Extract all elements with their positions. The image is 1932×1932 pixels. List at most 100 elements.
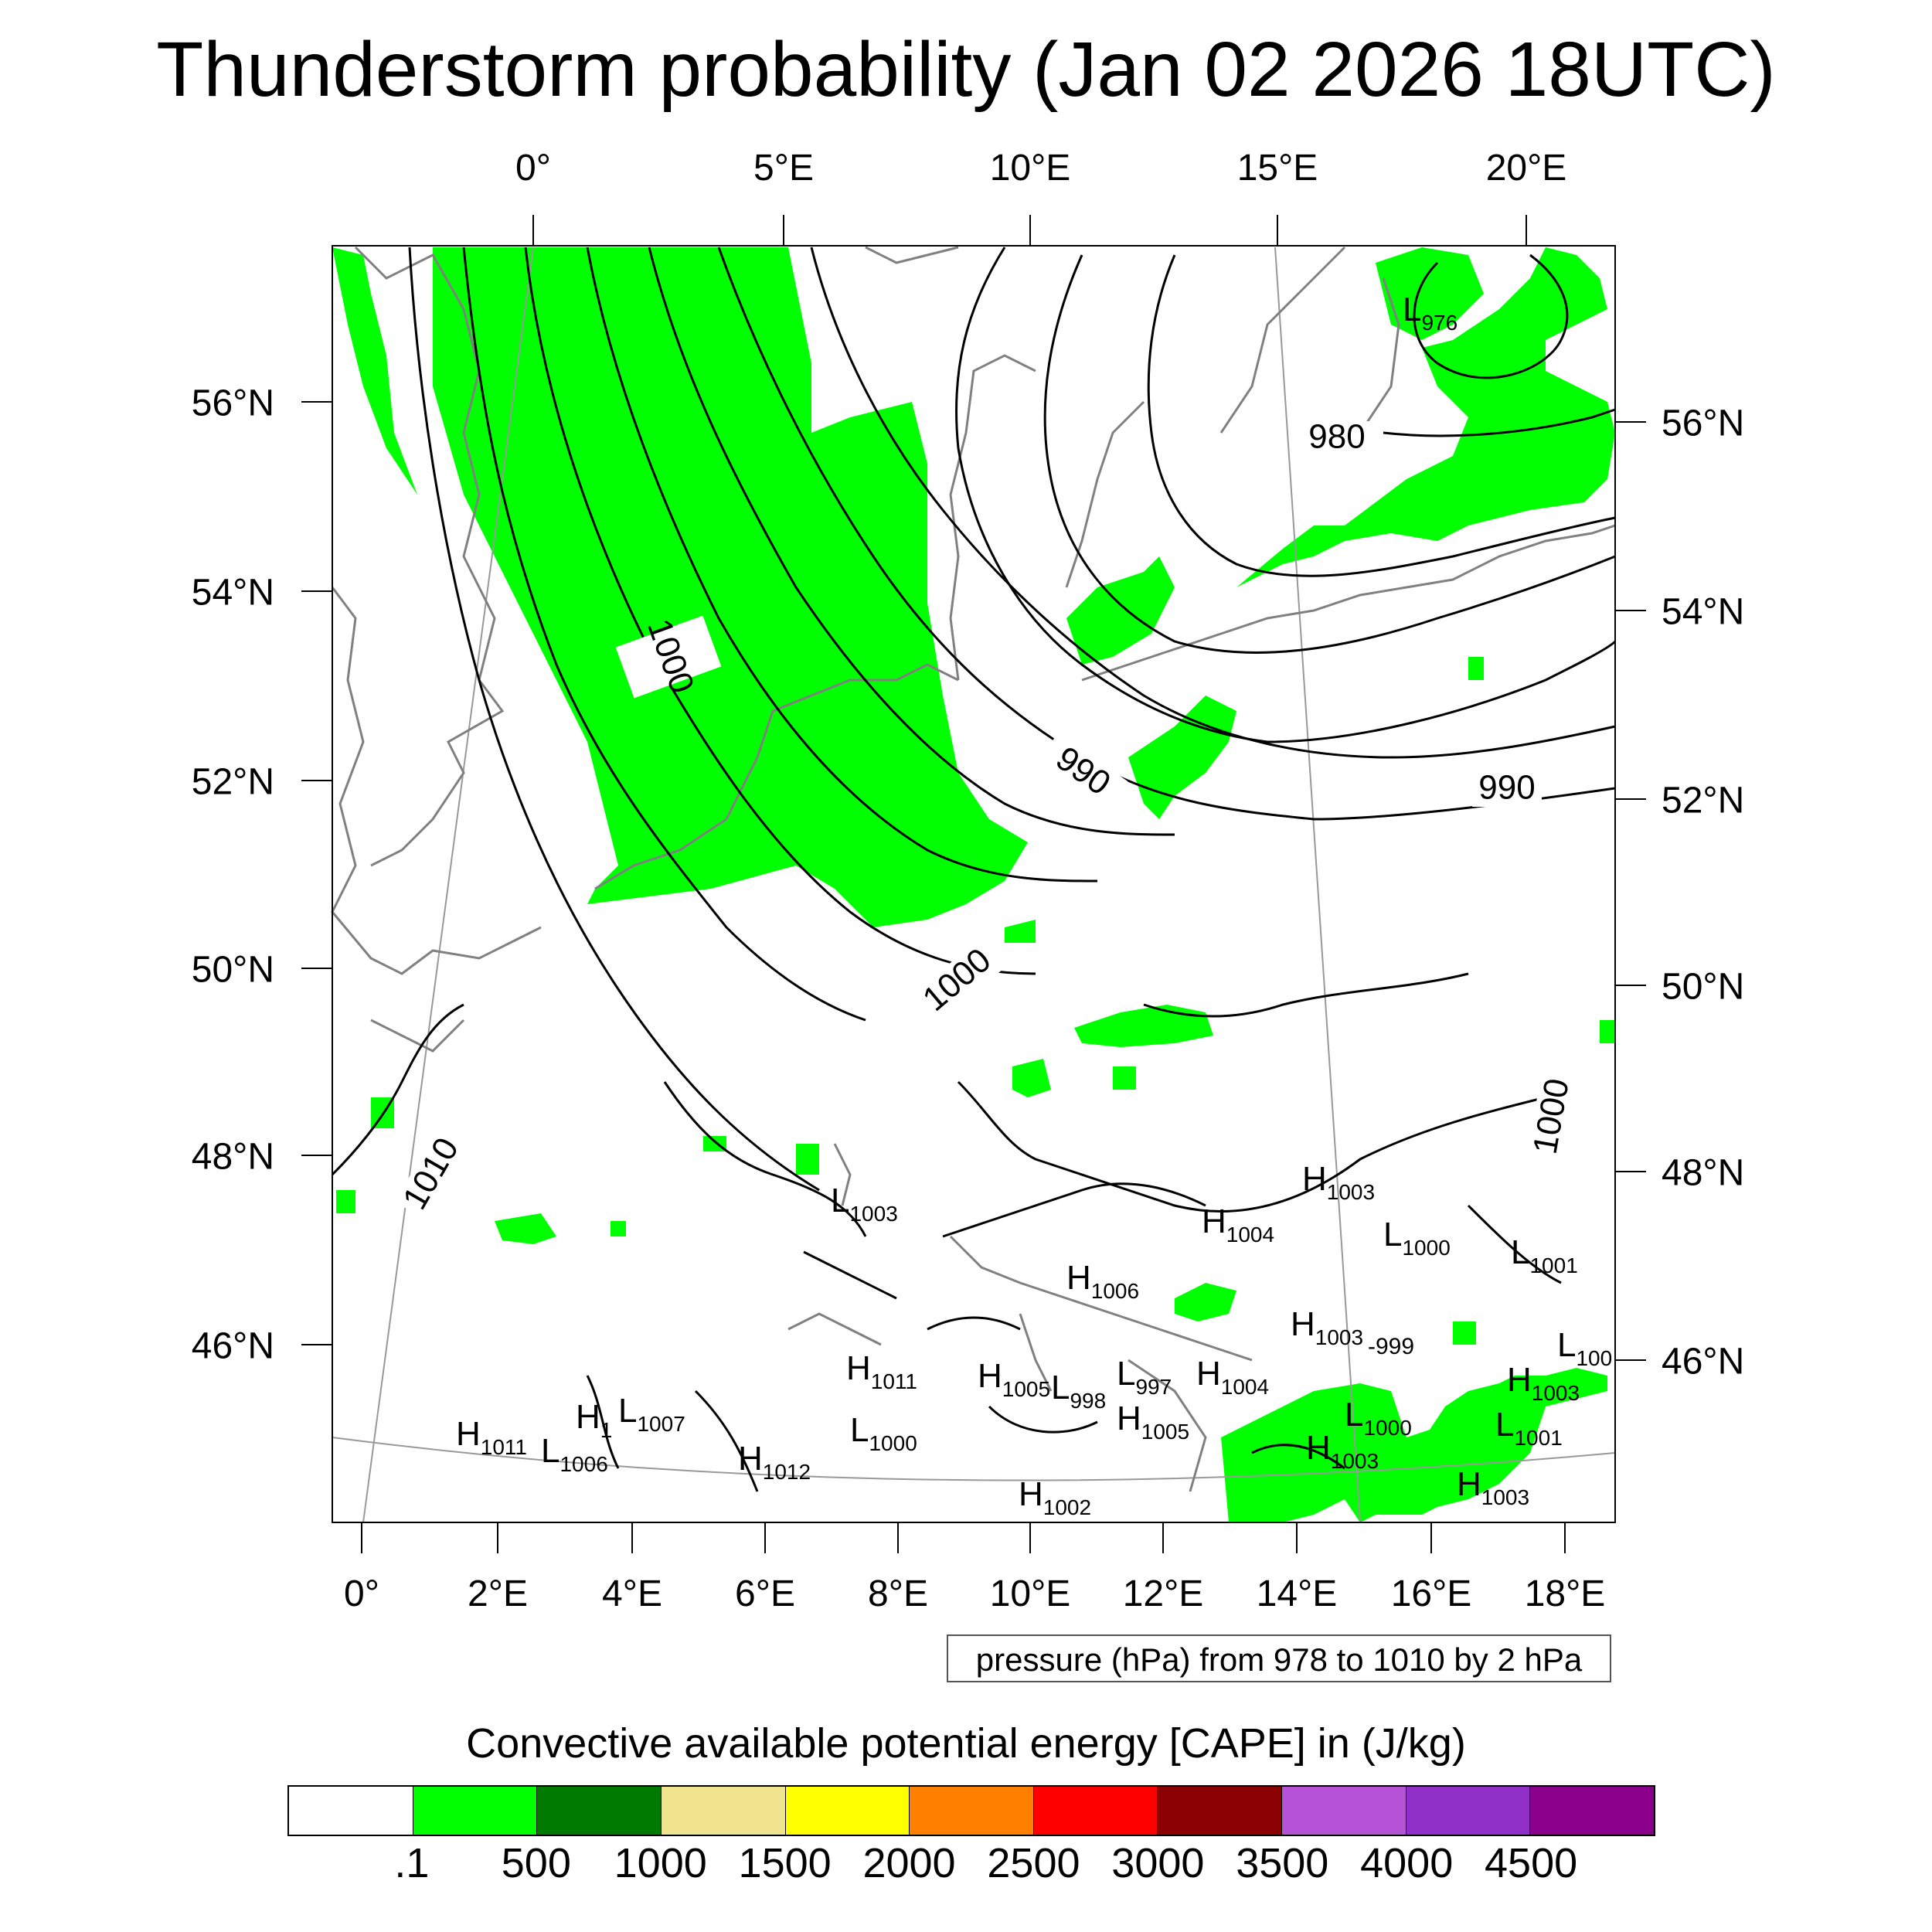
bottom-lon-label: 14°E [1256, 1573, 1338, 1614]
colorbar-swatch [289, 1787, 413, 1835]
pressure-center-label: H1004 [1196, 1355, 1269, 1399]
colorbar-swatch [910, 1787, 1034, 1835]
bottom-lon-label: 0° [344, 1573, 379, 1614]
cape-area-west-1 [495, 1213, 556, 1244]
bottom-lon-label: 2°E [468, 1573, 528, 1614]
isobars [331, 247, 1617, 1492]
pressure-center-label: H1003 [1457, 1465, 1529, 1509]
left-lat-label: 50°N [191, 949, 274, 991]
pressure-center-label: L998 [1051, 1369, 1106, 1413]
coastlines [331, 246, 1616, 1492]
cape-area-uk [332, 247, 417, 495]
cape-area-small-3 [1005, 920, 1036, 943]
pressure-center-label: H1002 [1019, 1475, 1091, 1519]
bottom-lon-label: 6°E [735, 1573, 795, 1614]
cape-area-west-3 [336, 1190, 355, 1213]
cape-area-baltic [1236, 247, 1615, 587]
isobar-label: 1000 [1526, 1076, 1577, 1157]
bottom-lon-label: 4°E [602, 1573, 662, 1614]
pressure-centers: L976 H1003 H1004 L1000 L1001 L1003 H1006… [456, 291, 1612, 1519]
cape-area-east-edge [1600, 1020, 1615, 1043]
top-lon-label: 5°E [753, 148, 814, 189]
colorbar-swatch [1530, 1787, 1655, 1835]
left-lat-label: 54°N [191, 572, 274, 614]
pressure-center-label: H1004 [1202, 1202, 1274, 1247]
pressure-center-label: L1000 [850, 1411, 917, 1455]
pressure-center-label: L976 [1403, 291, 1458, 335]
colorbar-tick-label: 4000 [1360, 1840, 1454, 1886]
bottom-lon-label: 16°E [1390, 1573, 1472, 1614]
pressure-center-label: H1003 [1302, 1160, 1375, 1204]
colorbar-swatch [413, 1787, 538, 1835]
right-lat-label: 56°N [1662, 403, 1745, 444]
colorbar-swatch [1406, 1787, 1531, 1835]
cape-area-alps [1175, 1283, 1236, 1321]
pressure-center-label: H1011 [456, 1415, 527, 1459]
cape-area-small-1 [1012, 1059, 1051, 1097]
colorbar-tick-label: 500 [501, 1840, 571, 1886]
right-lat-label: 50°N [1662, 966, 1745, 1008]
colorbar-swatch [1282, 1787, 1406, 1835]
colorbar-tick-label: 2000 [862, 1840, 956, 1886]
colorbar-tick-label: .1 [394, 1840, 430, 1886]
colorbar-swatch [785, 1787, 910, 1835]
chart-title: Thunderstorm probability (Jan 02 2026 18… [156, 26, 1776, 113]
colorbar-tick-label: 4500 [1485, 1840, 1578, 1886]
map-frame [332, 245, 1616, 1523]
pressure-center-label: H1011 [846, 1349, 917, 1393]
colorbar-swatch [537, 1787, 662, 1835]
pressure-center-label: L1003 [831, 1182, 898, 1226]
cape-area-east-small [1468, 657, 1484, 680]
cape-area-poland [1128, 696, 1236, 819]
pressure-center-label: L997 [1117, 1355, 1172, 1399]
cape-colorbar [287, 1785, 1655, 1836]
bottom-lon-label: 8°E [868, 1573, 928, 1614]
colorbar-swatch [661, 1787, 786, 1835]
top-lon-label: 15°E [1236, 148, 1318, 189]
bottom-lon-label: 10°E [989, 1573, 1071, 1614]
graticule [332, 247, 1616, 1523]
cape-area-west-5 [611, 1221, 626, 1236]
colorbar-tick-label: 2500 [987, 1840, 1080, 1886]
cape-area-central [1074, 1005, 1213, 1047]
cape-area-southeast [1221, 1368, 1607, 1522]
pressure-center-label: H1 [576, 1398, 612, 1442]
colorbar-tick-label: 3500 [1236, 1840, 1329, 1886]
ticks [301, 215, 1646, 1553]
pressure-info-box: pressure (hPa) from 978 to 1010 by 2 hPa [947, 1634, 1611, 1682]
pressure-center-label: L1001 [1495, 1406, 1563, 1450]
colorbar-tick-label: 1500 [738, 1840, 832, 1886]
cape-area-north-sea [332, 247, 1028, 927]
cape-area-denmark [1066, 556, 1175, 665]
pressure-center-label: H1005 [978, 1357, 1050, 1401]
cape-areas [332, 247, 1615, 1522]
pressure-center-label: L1000 [1383, 1216, 1451, 1260]
colorbar-tick-label: 3000 [1111, 1840, 1205, 1886]
pressure-center-label: L100 [1557, 1326, 1612, 1370]
pressure-center-label: L1007 [618, 1392, 685, 1436]
bottom-lon-label: 12°E [1122, 1573, 1204, 1614]
top-lon-label: 20°E [1485, 148, 1567, 189]
right-lat-label: 48°N [1662, 1152, 1745, 1194]
cape-area-west-4 [796, 1144, 819, 1175]
right-lat-label: 54°N [1662, 591, 1745, 633]
colorbar-tick-label: 1000 [614, 1840, 707, 1886]
colorbar-swatch [1158, 1787, 1283, 1835]
top-lon-label: 0° [515, 148, 551, 189]
left-lat-label: 52°N [191, 761, 274, 803]
top-lon-label: 10°E [989, 148, 1071, 189]
pressure-center-label: L1001 [1511, 1233, 1578, 1277]
pressure-center-label: H1005 [1117, 1400, 1189, 1444]
bottom-lon-label: 18°E [1524, 1573, 1606, 1614]
right-lat-label: 46°N [1662, 1341, 1745, 1383]
cape-area-scandinavia [1376, 247, 1484, 340]
right-lat-label: 52°N [1662, 780, 1745, 821]
pressure-center-label: H1006 [1066, 1259, 1139, 1303]
stray-contour-label: -999 [1368, 1334, 1414, 1359]
pressure-center-label: H1012 [738, 1440, 811, 1484]
isobar-label: 990 [1478, 769, 1535, 807]
pressure-center-label: L1006 [541, 1432, 608, 1476]
pressure-center-label: L1000 [1345, 1396, 1412, 1440]
left-lat-label: 56°N [191, 383, 274, 424]
